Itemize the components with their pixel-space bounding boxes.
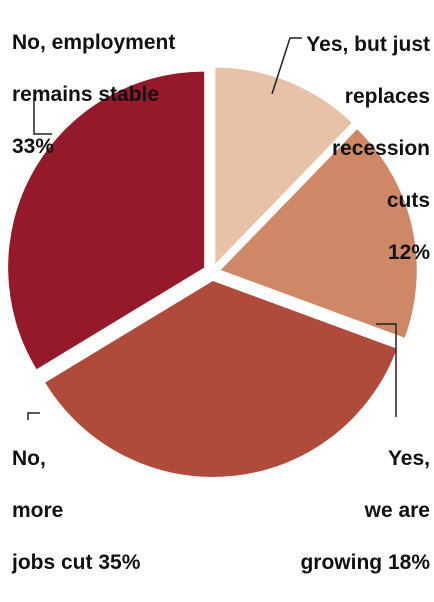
slice-label-line: No,: [12, 447, 46, 470]
slice-yes-growing: [220, 129, 417, 338]
pie-chart: [8, 37, 417, 477]
slice-label-line: cuts: [386, 189, 430, 212]
slice-label-line: replaces: [344, 85, 430, 108]
slice-no-more-cuts: [45, 280, 397, 477]
slice-label-line: Yes, but just: [306, 33, 430, 56]
pie-slices: [8, 67, 417, 477]
slice-label-line: Yes,: [387, 447, 430, 470]
slice-label-yes-replaces: Yes, but just replaces recession cuts 12…: [294, 6, 430, 292]
slice-label-line: growing 18%: [300, 551, 430, 574]
slice-label-line: 33%: [12, 135, 55, 158]
slice-no-stable: [8, 71, 205, 370]
slice-label-line: jobs cut 35%: [12, 551, 141, 574]
slice-label-line: No, employment: [12, 31, 176, 54]
slice-label-no-stable: No, employment remains stable 33%: [12, 4, 212, 186]
slice-label-line: we are: [364, 499, 430, 522]
slice-label-line: remains stable: [12, 83, 160, 106]
slice-label-line: recession: [331, 137, 430, 160]
leader-lines: [27, 37, 397, 420]
slice-label-no-more-cuts: No, more jobs cut 35%: [12, 420, 192, 602]
leader-line-yes-growing: [376, 323, 397, 417]
slice-yes-replaces: [215, 67, 352, 264]
leader-line-no-more-cuts: [27, 412, 40, 420]
slice-label-line: more: [12, 499, 64, 522]
slice-label-yes-growing: Yes, we are growing 18%: [268, 420, 430, 602]
leader-line-yes-replaces: [271, 37, 302, 95]
leader-line-no-stable: [33, 98, 52, 135]
slice-label-line: 12%: [387, 241, 430, 264]
